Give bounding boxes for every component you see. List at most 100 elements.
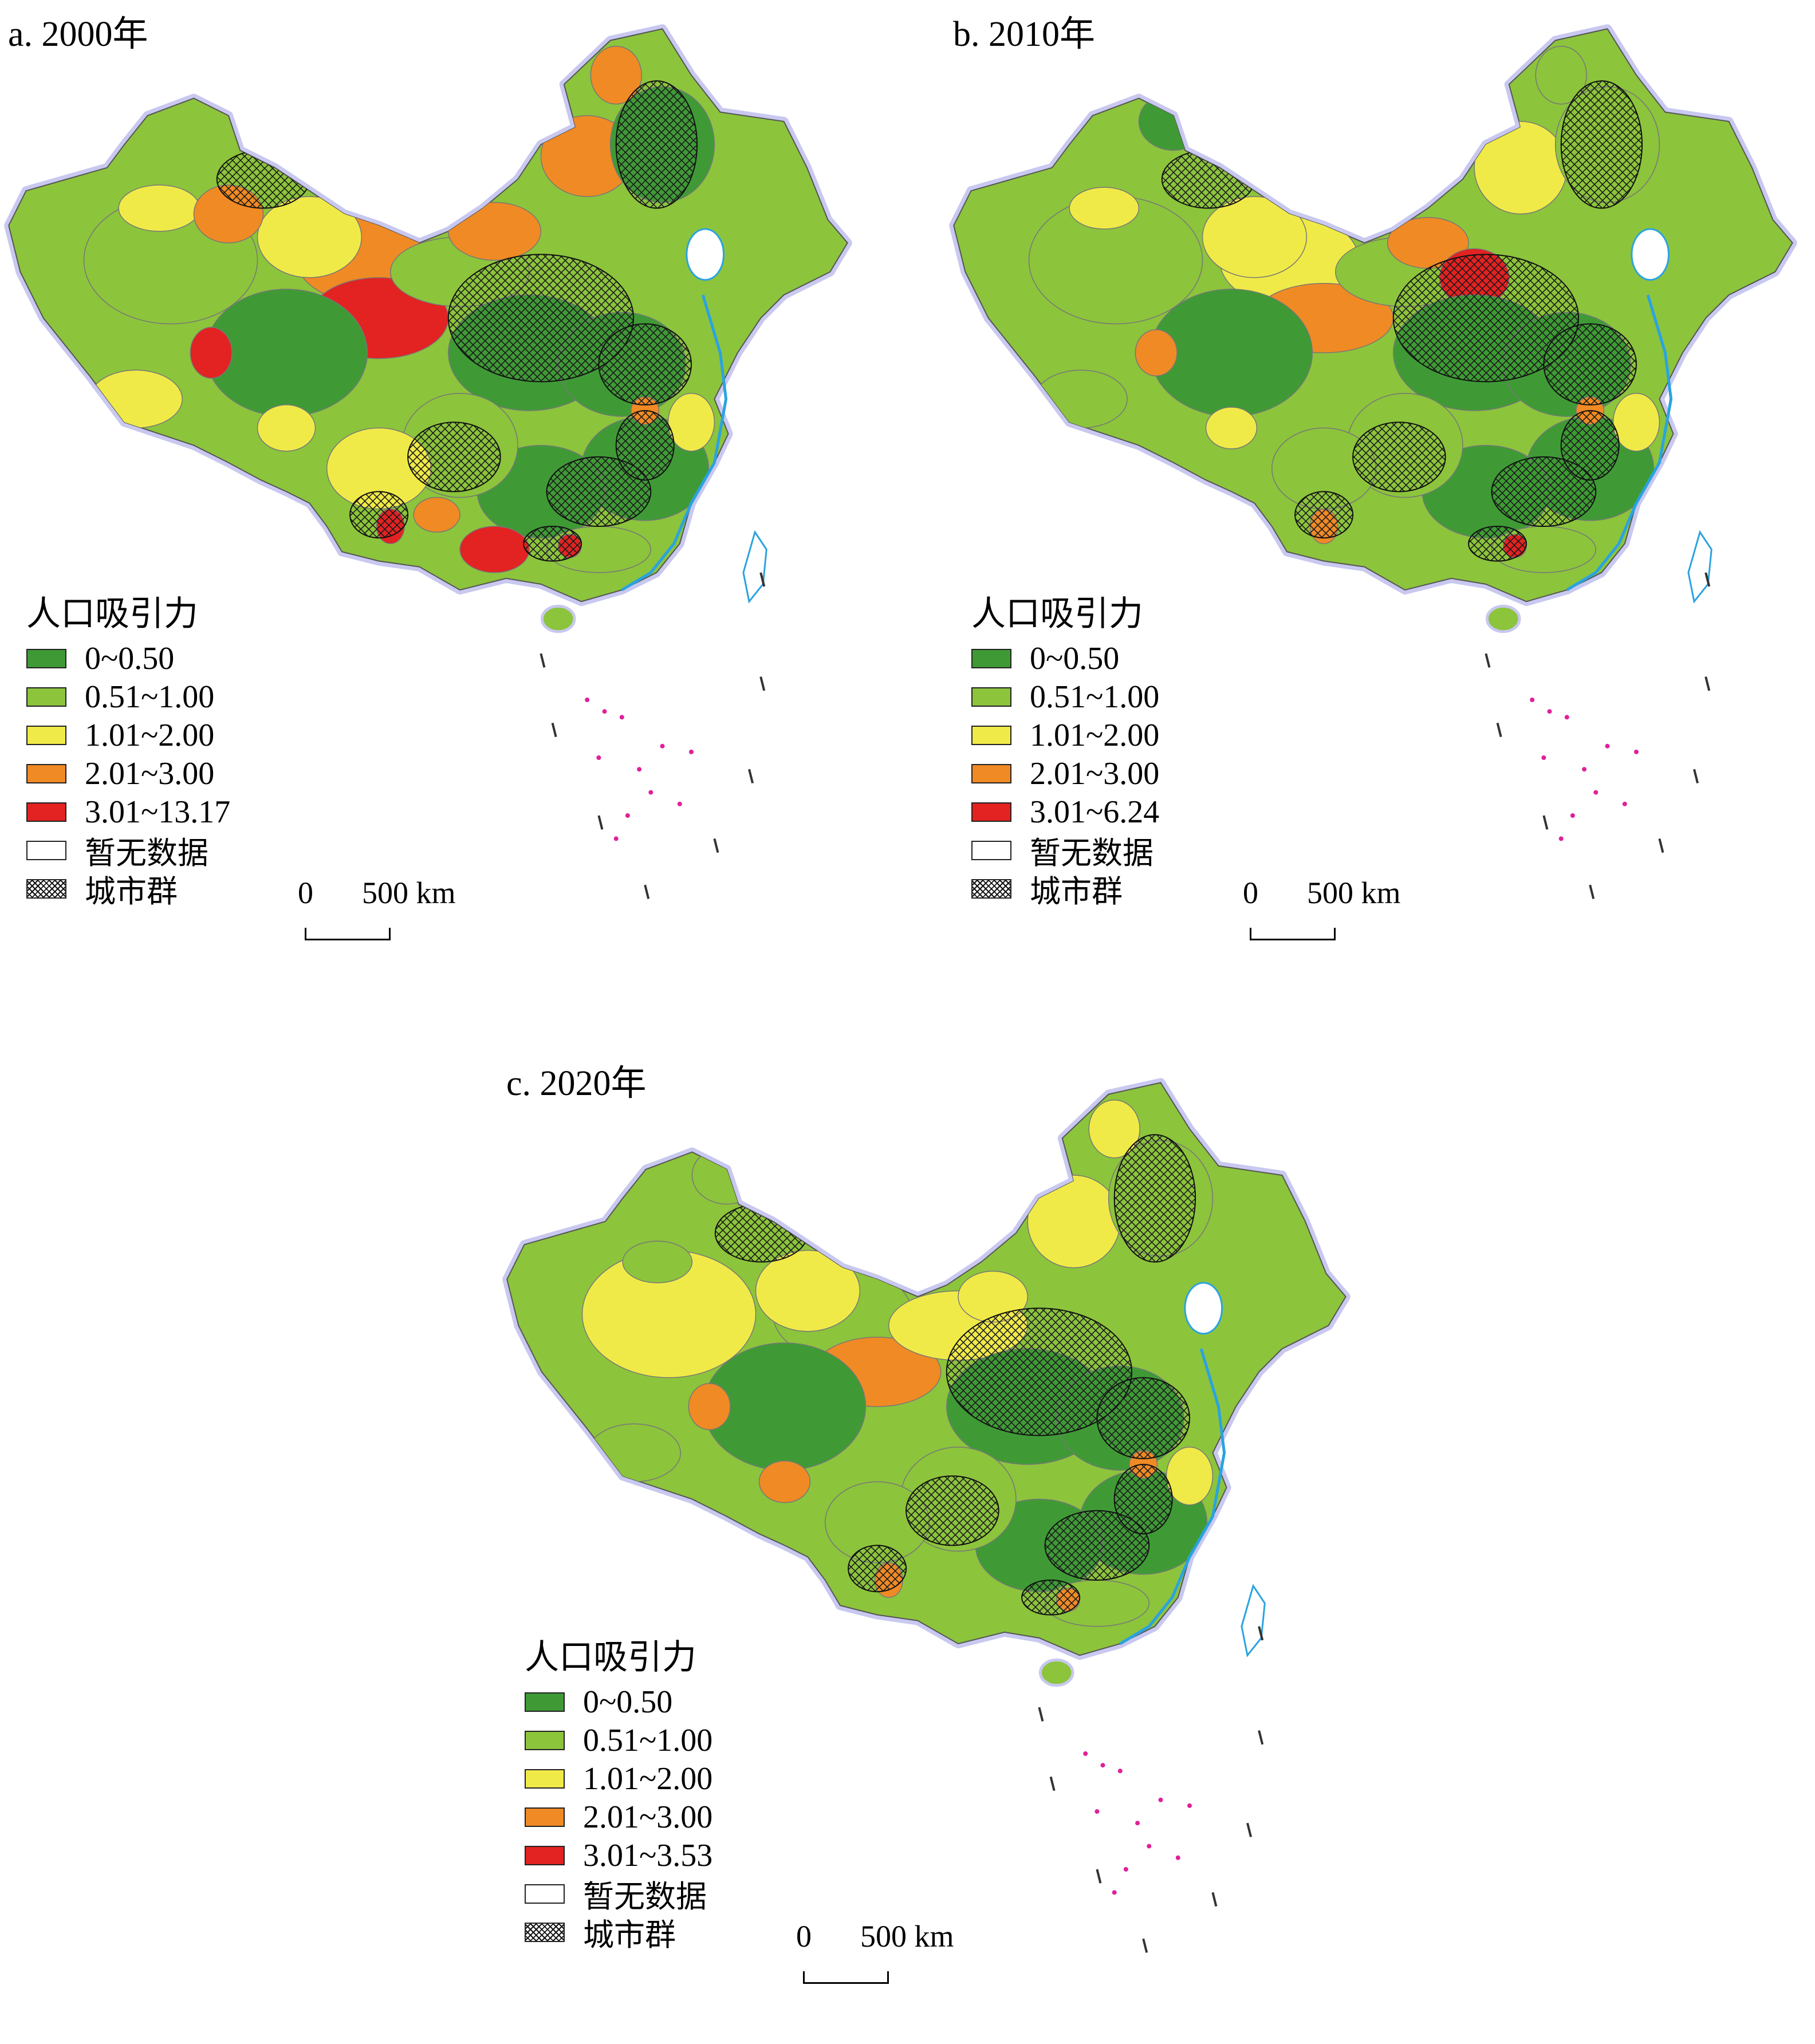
map-panel-2000: a. 2000年 人口吸引力 0~0.50 0.51~1.00 1.01~2.00 2… [0, 0, 911, 1014]
legend-label: 3.01~6.24 [1030, 794, 1160, 830]
urban-agglomeration [615, 80, 698, 209]
region [1166, 1446, 1214, 1506]
legend-title: 人口吸引力 [26, 594, 198, 634]
legend-label: 3.01~3.53 [583, 1837, 713, 1873]
island-marker [677, 801, 682, 806]
region [622, 1240, 693, 1283]
boundary-dash [1496, 722, 1502, 738]
regions-layer [581, 1099, 1214, 1627]
urban-agglomeration [1560, 80, 1643, 209]
boundary-dash [1142, 1938, 1148, 1953]
urban-agglomeration [349, 491, 409, 539]
boundary-dash [1038, 1707, 1044, 1722]
urban-agglomeration [1021, 1580, 1081, 1616]
island-marker [619, 715, 624, 720]
legend-swatch [971, 802, 1011, 822]
legend: 人口吸引力 0~0.50 0.51~1.00 1.01~2.00 2.01~3.00 3… [525, 1632, 713, 1953]
coastline [621, 294, 728, 592]
scale-distance-label: 500 km [860, 1919, 954, 1954]
island-marker [1083, 1751, 1088, 1756]
island-marker [1622, 801, 1627, 806]
scale-zero-label: 0 [298, 876, 313, 910]
urban-agglomeration [1543, 323, 1637, 405]
island-marker [1158, 1797, 1163, 1802]
urban-agglomeration [1294, 491, 1354, 539]
coastline [1119, 1348, 1226, 1645]
legend-swatch [26, 648, 66, 668]
taiwan-island [1687, 530, 1712, 604]
hainan-island [1485, 604, 1521, 633]
boundary-dash [713, 838, 719, 853]
island-marker [1570, 813, 1575, 818]
legend-swatch [26, 763, 66, 783]
region [1474, 121, 1568, 215]
legend-item: 2.01~3.00 [26, 754, 230, 793]
island-marker [1547, 709, 1552, 714]
legend-item: 0.51~1.00 [971, 678, 1159, 716]
legend-item: 3.01~13.17 [26, 793, 230, 831]
scale-distance-label: 500 km [362, 876, 456, 910]
taiwan-island [1241, 1584, 1266, 1657]
island-marker [1100, 1763, 1105, 1768]
legend-swatch [26, 840, 66, 860]
legend-label: 0~0.50 [583, 1684, 673, 1720]
regions-layer [83, 45, 715, 573]
urban-agglomeration [905, 1475, 999, 1546]
legend-item: 暂无数据 [971, 831, 1159, 871]
urban-agglomeration [615, 410, 675, 481]
legend-item: 0.51~1.00 [525, 1721, 712, 1759]
island-marker [602, 709, 607, 714]
legend-item: 0~0.50 [971, 639, 1159, 678]
legend: 人口吸引力 0~0.50 0.51~1.00 1.01~2.00 2.01~3.00 3… [26, 589, 230, 909]
legend-swatch [971, 840, 1011, 860]
legend-label: 0.51~1.00 [85, 679, 215, 715]
legend-label: 1.01~2.00 [1030, 717, 1160, 753]
urban-agglomeration [407, 422, 501, 493]
china-map-2020 [502, 1078, 1351, 1953]
legend-swatch [26, 687, 66, 707]
urban-agglomeration [523, 526, 582, 562]
boundary-dash [540, 653, 546, 668]
legend-title: 人口吸引力 [525, 1637, 696, 1677]
region [1135, 329, 1178, 377]
boundary-dash [1246, 1822, 1253, 1837]
urban-agglomeration [1113, 1134, 1196, 1263]
scale-distance-label: 500 km [1307, 876, 1401, 910]
urban-agglomeration [946, 1307, 1133, 1436]
region [1202, 196, 1308, 278]
island-marker [1094, 1809, 1100, 1814]
legend-label: 城市群 [1030, 873, 1123, 909]
region [688, 1383, 731, 1431]
urban-agglomeration [447, 254, 635, 383]
island-marker [625, 813, 630, 818]
legend-label: 城市群 [583, 1917, 676, 1953]
legend-label: 城市群 [85, 873, 178, 909]
china-map-2000 [4, 24, 852, 899]
urban-agglomeration [1096, 1377, 1190, 1459]
region [257, 196, 363, 278]
legend-title: 人口吸引力 [971, 594, 1143, 634]
island-marker [585, 698, 590, 702]
urban-agglomeration [1352, 422, 1446, 493]
legend-label: 2.01~3.00 [583, 1799, 713, 1835]
boundary-dash [1704, 676, 1711, 691]
legend-swatch [971, 725, 1011, 745]
region [413, 497, 460, 533]
region [1612, 392, 1660, 452]
island-marker [1187, 1803, 1192, 1808]
boundary-dash [748, 769, 754, 783]
legend-swatch [525, 1730, 565, 1750]
region [1027, 1175, 1121, 1269]
island-marker [1564, 715, 1569, 720]
urban-agglomeration [1468, 526, 1527, 562]
urban-agglomeration [546, 456, 652, 527]
region [758, 1460, 811, 1503]
hainan-island [1038, 1658, 1074, 1687]
boundary-dash [1096, 1869, 1102, 1884]
legend-hatch-swatch [525, 1922, 565, 1942]
urban-agglomeration [1044, 1510, 1150, 1581]
island-marker [1558, 836, 1564, 841]
boundary-dash [1211, 1892, 1218, 1907]
legend-item: 3.01~6.24 [971, 793, 1159, 831]
island-marker [660, 743, 665, 749]
